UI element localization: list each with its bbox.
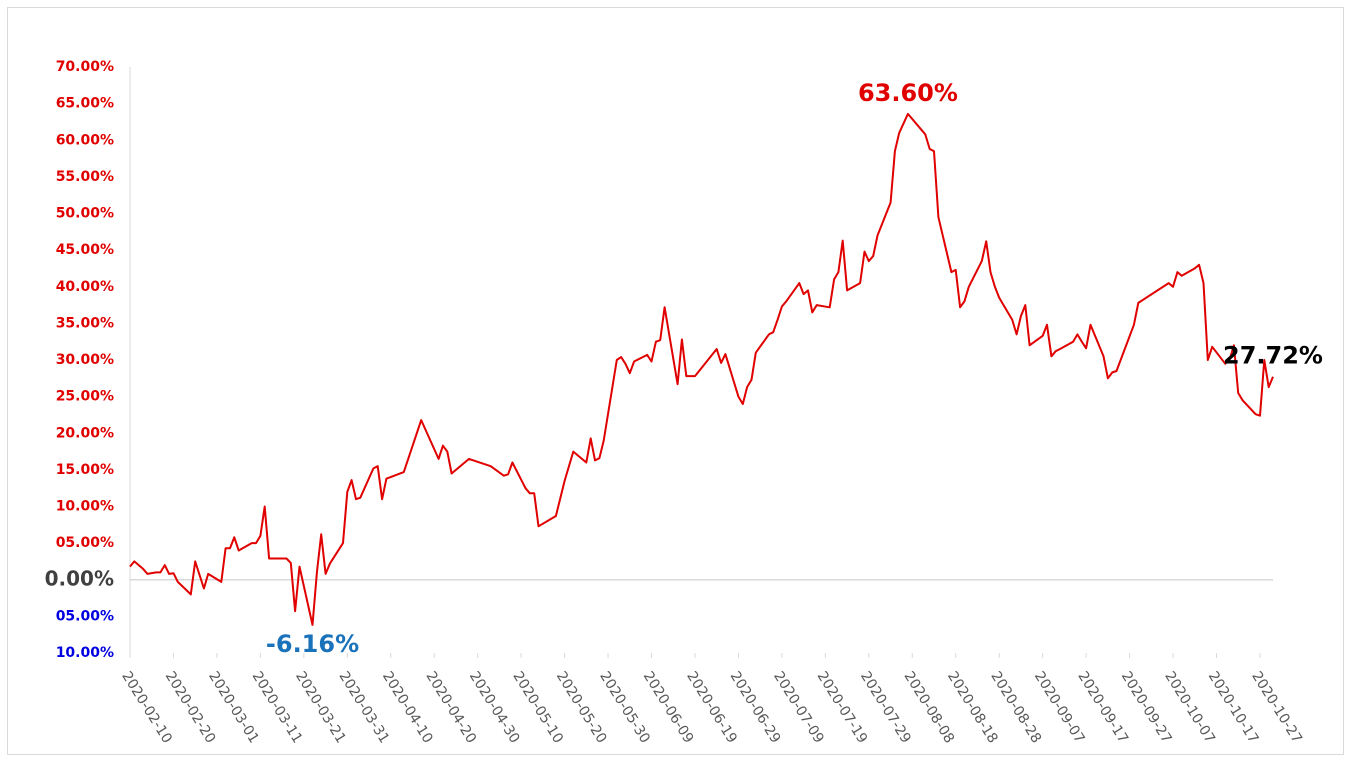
y-tick-label: 25.00% <box>56 389 114 405</box>
y-tick-label: 05.00% <box>56 535 114 551</box>
y-tick-label: 65.00% <box>56 96 114 112</box>
line <box>129 112 1274 626</box>
y-tick-label: 20.00% <box>56 425 114 441</box>
y-tick-label: 35.00% <box>56 315 114 331</box>
y-tick-label: 40.00% <box>56 279 114 295</box>
y-tick-label: 50.00% <box>56 206 114 222</box>
annotation: 27.72% <box>1223 342 1323 370</box>
y-tick-label: 45.00% <box>56 242 114 258</box>
y-tick-label: 30.00% <box>56 352 114 368</box>
y-tick-label: 05.00% <box>56 608 114 624</box>
annotation: 63.60% <box>858 79 958 107</box>
y-tick-label: 10.00% <box>56 499 114 515</box>
y-tick-label: 0.00% <box>45 566 114 590</box>
y-tick-label: 60.00% <box>56 132 114 148</box>
y-tick-label: 55.00% <box>56 169 114 185</box>
annotation: -6.16% <box>266 630 359 658</box>
y-tick-label: 15.00% <box>56 462 114 478</box>
y-tick-label: 70.00% <box>56 59 114 75</box>
chart-border <box>7 7 1344 755</box>
y-tick-label: 10.00% <box>56 645 114 661</box>
